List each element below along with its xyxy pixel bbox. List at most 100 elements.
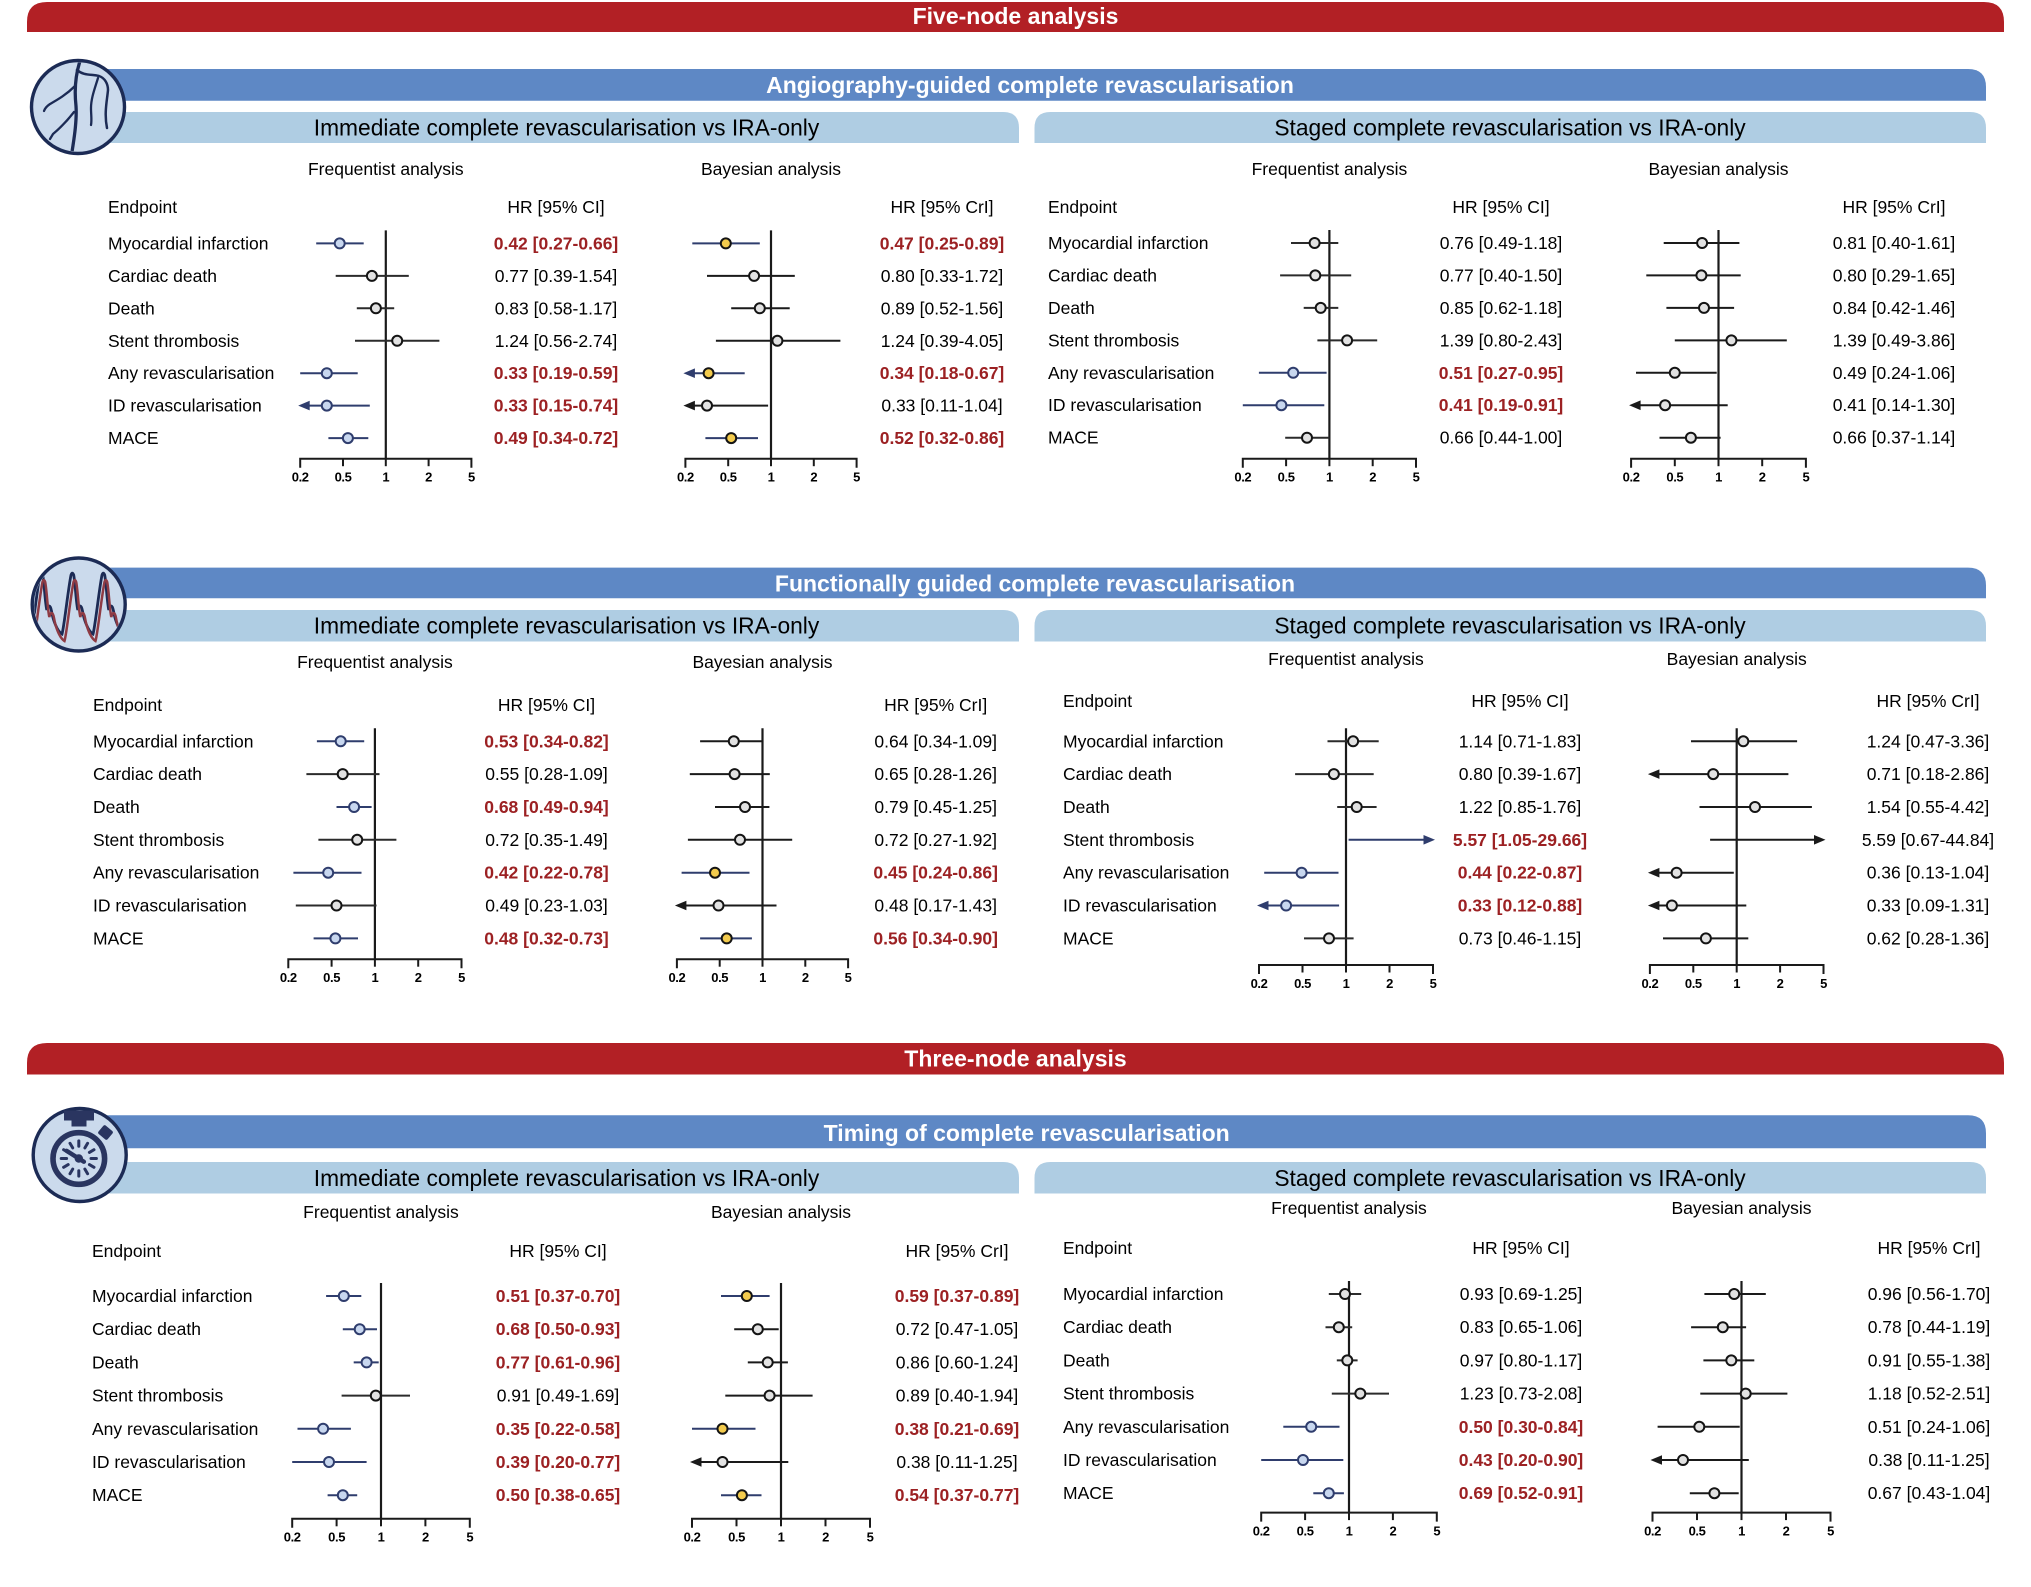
- svg-text:0.5: 0.5: [1278, 470, 1295, 485]
- svg-text:Cardiac death: Cardiac death: [92, 1319, 201, 1339]
- svg-text:Endpoint: Endpoint: [92, 1241, 161, 1261]
- svg-text:5: 5: [1827, 1523, 1834, 1538]
- svg-text:Bayesian analysis: Bayesian analysis: [1648, 159, 1788, 179]
- svg-text:0.56 [0.34-0.90]: 0.56 [0.34-0.90]: [873, 928, 998, 948]
- svg-text:0.72 [0.47-1.05]: 0.72 [0.47-1.05]: [896, 1319, 1019, 1339]
- svg-text:Immediate complete revasculari: Immediate complete revascularisation vs …: [314, 115, 820, 141]
- svg-text:0.2: 0.2: [668, 970, 685, 985]
- svg-text:0.51 [0.27-0.95]: 0.51 [0.27-0.95]: [1439, 363, 1564, 383]
- svg-text:Any revascularisation: Any revascularisation: [93, 863, 259, 883]
- svg-text:1: 1: [378, 1530, 385, 1545]
- svg-text:0.51 [0.37-0.70]: 0.51 [0.37-0.70]: [496, 1286, 621, 1306]
- svg-text:0.72 [0.27-1.92]: 0.72 [0.27-1.92]: [874, 830, 997, 850]
- svg-text:1: 1: [371, 970, 378, 985]
- svg-text:Bayesian analysis: Bayesian analysis: [692, 652, 832, 672]
- svg-text:2: 2: [810, 470, 817, 485]
- svg-text:5.59 [0.67-44.84]: 5.59 [0.67-44.84]: [1862, 830, 1994, 850]
- svg-text:1.23 [0.73-2.08]: 1.23 [0.73-2.08]: [1460, 1384, 1583, 1404]
- svg-text:5: 5: [853, 470, 860, 485]
- svg-text:0.69 [0.52-0.91]: 0.69 [0.52-0.91]: [1459, 1483, 1584, 1503]
- svg-text:Myocardial infarction: Myocardial infarction: [1048, 233, 1208, 253]
- svg-text:ID revascularisation: ID revascularisation: [1063, 1450, 1217, 1470]
- svg-text:0.76 [0.49-1.18]: 0.76 [0.49-1.18]: [1440, 233, 1563, 253]
- svg-text:0.49 [0.23-1.03]: 0.49 [0.23-1.03]: [485, 896, 608, 916]
- svg-text:Stent thrombosis: Stent thrombosis: [92, 1386, 224, 1406]
- svg-text:1: 1: [768, 470, 775, 485]
- svg-text:5: 5: [867, 1530, 874, 1545]
- svg-text:Stent thrombosis: Stent thrombosis: [1063, 1384, 1195, 1404]
- svg-text:0.51 [0.24-1.06]: 0.51 [0.24-1.06]: [1868, 1417, 1991, 1437]
- svg-text:0.68 [0.50-0.93]: 0.68 [0.50-0.93]: [496, 1319, 621, 1339]
- svg-text:MACE: MACE: [108, 428, 159, 448]
- svg-text:0.38 [0.11-1.25]: 0.38 [0.11-1.25]: [1868, 1450, 1989, 1470]
- svg-text:Frequentist analysis: Frequentist analysis: [1252, 159, 1408, 179]
- svg-text:HR [95% CrI]: HR [95% CrI]: [1877, 1238, 1980, 1258]
- svg-text:Cardiac death: Cardiac death: [93, 764, 202, 784]
- svg-text:Bayesian analysis: Bayesian analysis: [701, 159, 841, 179]
- svg-text:Cardiac death: Cardiac death: [1048, 265, 1157, 285]
- svg-text:0.2: 0.2: [280, 970, 297, 985]
- svg-text:0.71 [0.18-2.86]: 0.71 [0.18-2.86]: [1867, 764, 1990, 784]
- svg-text:1: 1: [1343, 976, 1350, 991]
- svg-text:0.5: 0.5: [328, 1530, 345, 1545]
- svg-text:MACE: MACE: [92, 1485, 143, 1505]
- svg-text:2: 2: [422, 1530, 429, 1545]
- svg-text:0.93 [0.69-1.25]: 0.93 [0.69-1.25]: [1460, 1284, 1583, 1304]
- svg-text:0.38 [0.21-0.69]: 0.38 [0.21-0.69]: [895, 1419, 1020, 1439]
- svg-text:Any revascularisation: Any revascularisation: [1048, 363, 1214, 383]
- svg-text:0.64 [0.34-1.09]: 0.64 [0.34-1.09]: [874, 731, 997, 751]
- svg-text:0.89 [0.40-1.94]: 0.89 [0.40-1.94]: [896, 1386, 1019, 1406]
- svg-text:2: 2: [1389, 1523, 1396, 1538]
- svg-text:0.38 [0.11-1.25]: 0.38 [0.11-1.25]: [896, 1452, 1017, 1472]
- svg-text:0.59 [0.37-0.89]: 0.59 [0.37-0.89]: [895, 1286, 1020, 1306]
- svg-text:Frequentist analysis: Frequentist analysis: [297, 652, 453, 672]
- svg-text:5: 5: [1430, 976, 1437, 991]
- svg-text:2: 2: [1369, 470, 1376, 485]
- svg-text:0.80 [0.39-1.67]: 0.80 [0.39-1.67]: [1459, 764, 1582, 784]
- svg-text:0.33 [0.09-1.31]: 0.33 [0.09-1.31]: [1867, 896, 1990, 916]
- svg-text:0.36 [0.13-1.04]: 0.36 [0.13-1.04]: [1867, 863, 1990, 883]
- svg-text:0.5: 0.5: [1685, 976, 1702, 991]
- svg-text:Death: Death: [1048, 298, 1095, 318]
- svg-text:0.5: 0.5: [720, 470, 737, 485]
- svg-text:Five-node analysis: Five-node analysis: [913, 3, 1119, 29]
- svg-text:0.89 [0.52-1.56]: 0.89 [0.52-1.56]: [881, 298, 1004, 318]
- svg-text:0.73 [0.46-1.15]: 0.73 [0.46-1.15]: [1459, 928, 1582, 948]
- svg-text:Any revascularisation: Any revascularisation: [108, 363, 274, 383]
- svg-text:0.39 [0.20-0.77]: 0.39 [0.20-0.77]: [496, 1452, 621, 1472]
- svg-text:5: 5: [1820, 976, 1827, 991]
- svg-text:2: 2: [1759, 470, 1766, 485]
- svg-text:1.14 [0.71-1.83]: 1.14 [0.71-1.83]: [1459, 731, 1582, 751]
- svg-text:MACE: MACE: [93, 928, 144, 948]
- svg-text:0.34 [0.18-0.67]: 0.34 [0.18-0.67]: [880, 363, 1005, 383]
- svg-text:0.44 [0.22-0.87]: 0.44 [0.22-0.87]: [1458, 863, 1583, 883]
- svg-text:0.2: 0.2: [1234, 470, 1251, 485]
- svg-text:1: 1: [382, 470, 389, 485]
- svg-text:0.42 [0.22-0.78]: 0.42 [0.22-0.78]: [484, 863, 609, 883]
- svg-text:0.41 [0.19-0.91]: 0.41 [0.19-0.91]: [1439, 395, 1564, 415]
- svg-text:1.54 [0.55-4.42]: 1.54 [0.55-4.42]: [1867, 797, 1990, 817]
- svg-text:5: 5: [1433, 1523, 1440, 1538]
- svg-text:0.83 [0.65-1.06]: 0.83 [0.65-1.06]: [1460, 1317, 1583, 1337]
- svg-text:Bayesian analysis: Bayesian analysis: [1667, 649, 1807, 669]
- svg-text:0.62 [0.28-1.36]: 0.62 [0.28-1.36]: [1867, 928, 1990, 948]
- svg-text:MACE: MACE: [1048, 428, 1099, 448]
- svg-text:Staged complete revascularisat: Staged complete revascularisation vs IRA…: [1274, 1165, 1746, 1191]
- svg-text:0.66 [0.44-1.00]: 0.66 [0.44-1.00]: [1440, 428, 1563, 448]
- svg-text:Stent thrombosis: Stent thrombosis: [108, 331, 240, 351]
- svg-text:0.50 [0.30-0.84]: 0.50 [0.30-0.84]: [1459, 1417, 1584, 1437]
- svg-text:Immediate complete revasculari: Immediate complete revascularisation vs …: [314, 1165, 820, 1191]
- svg-text:HR [95% CrI]: HR [95% CrI]: [890, 197, 993, 217]
- svg-text:0.80 [0.29-1.65]: 0.80 [0.29-1.65]: [1833, 265, 1956, 285]
- svg-text:0.5: 0.5: [1689, 1523, 1706, 1538]
- svg-text:Functionally guided complete r: Functionally guided complete revasculari…: [775, 570, 1295, 596]
- svg-text:0.2: 0.2: [284, 1530, 301, 1545]
- svg-text:MACE: MACE: [1063, 928, 1114, 948]
- svg-text:0.53 [0.34-0.82]: 0.53 [0.34-0.82]: [484, 731, 609, 751]
- svg-text:0.2: 0.2: [1623, 470, 1640, 485]
- svg-text:Staged complete revascularisat: Staged complete revascularisation vs IRA…: [1274, 115, 1746, 141]
- svg-text:ID revascularisation: ID revascularisation: [93, 896, 247, 916]
- svg-text:2: 2: [425, 470, 432, 485]
- svg-text:0.5: 0.5: [335, 470, 352, 485]
- svg-text:Death: Death: [93, 797, 140, 817]
